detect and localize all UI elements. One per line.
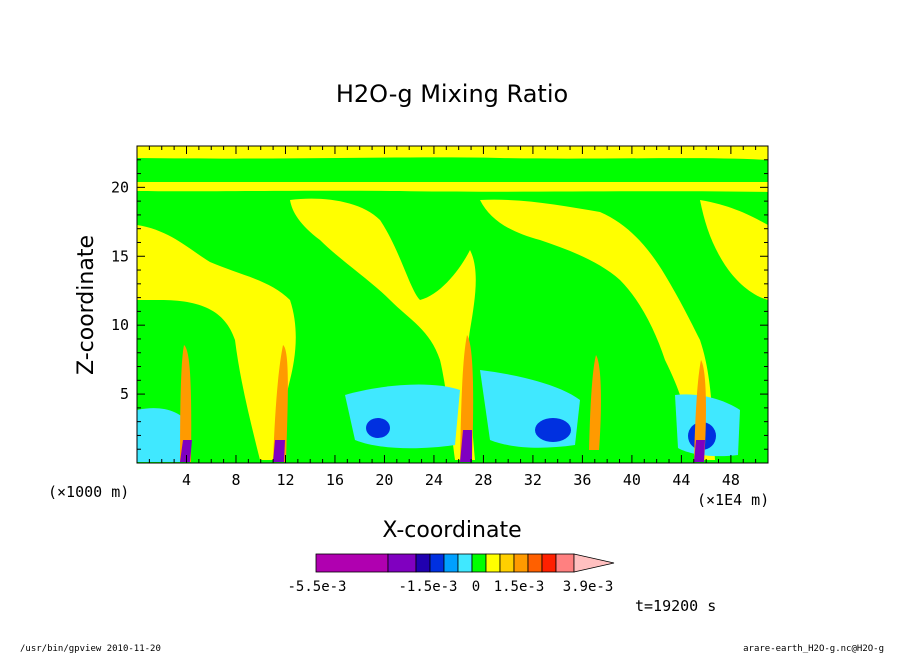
- colorbar-swatch: [315, 553, 389, 573]
- x-axis-label: X-coordinate: [382, 518, 521, 543]
- field-cyan-low-a: [345, 384, 460, 449]
- y-tick-label: 20: [111, 178, 129, 196]
- colorbar-swatch: [527, 553, 543, 573]
- x-tick-label: 20: [375, 471, 393, 489]
- field-purple-2: [273, 440, 285, 462]
- colorbar-swatch: [471, 553, 487, 573]
- x-tick-label: 16: [326, 471, 344, 489]
- x-tick-label: 24: [425, 471, 443, 489]
- y-tick-label: 15: [111, 247, 129, 265]
- x-tick-label: 8: [231, 471, 240, 489]
- field-left-plume: [137, 225, 296, 460]
- x-tick-label: 4: [182, 471, 191, 489]
- field-purple-3: [460, 430, 472, 462]
- plot-frame: [136, 145, 769, 464]
- y-axis: 5 10 15 20: [111, 159, 768, 450]
- field-top-band: [137, 146, 768, 160]
- colorbar-labels: -5.5e-3 -1.5e-3 0 1.5e-3 3.9e-3: [287, 579, 613, 595]
- colorbar-label: -1.5e-3: [398, 579, 457, 595]
- field-edge-plume: [700, 200, 768, 300]
- contour-field: [137, 146, 768, 463]
- field-right-plume: [480, 199, 715, 460]
- chart-title: H2O-g Mixing Ratio: [336, 80, 568, 108]
- colorbar-swatch: [387, 553, 417, 573]
- x-unit-left: (×1000 m): [48, 483, 129, 501]
- field-center-plume: [290, 198, 476, 460]
- colorbar-arrow: [573, 553, 615, 573]
- y-tick-label: 5: [120, 385, 129, 403]
- x-tick-label: 36: [573, 471, 591, 489]
- colorbar-swatch: [513, 553, 529, 573]
- footer-right: arare-earth_H2O-g.nc@H2O-g: [743, 644, 884, 654]
- field-purple-4: [694, 440, 705, 462]
- colorbar-swatch: [443, 553, 459, 573]
- field-cyan-left: [137, 408, 190, 462]
- x-tick-label: 28: [474, 471, 492, 489]
- x-tick-label: 12: [276, 471, 294, 489]
- colorbar-swatch: [457, 553, 473, 573]
- field-orange-core-5: [694, 360, 706, 462]
- field-orange-core-4: [589, 355, 601, 450]
- colorbar: [315, 553, 615, 573]
- field-orange-core-2: [273, 345, 288, 462]
- colorbar-swatch: [499, 553, 515, 573]
- field-blue-core-b: [535, 418, 571, 442]
- x-tick-label: 32: [524, 471, 542, 489]
- colorbar-swatch: [429, 553, 445, 573]
- time-label: t=19200 s: [635, 597, 716, 615]
- colorbar-swatch: [485, 553, 501, 573]
- colorbar-label: 3.9e-3: [563, 579, 614, 595]
- field-upper-band: [137, 182, 768, 192]
- field-orange-core-1: [180, 345, 192, 462]
- colorbar-swatch: [415, 553, 431, 573]
- colorbar-swatch: [555, 553, 575, 573]
- x-axis: 4 8 12 16 20 24 28 32 36 40 44 48: [148, 146, 757, 489]
- colorbar-label: 0: [472, 579, 480, 595]
- colorbar-label: -5.5e-3: [287, 579, 346, 595]
- x-tick-label: 44: [672, 471, 690, 489]
- footer-left: /usr/bin/gpview 2010-11-20: [20, 644, 161, 654]
- x-unit-right: (×1E4 m): [697, 491, 769, 509]
- y-tick-label: 10: [111, 316, 129, 334]
- y-axis-label: Z-coordinate: [74, 235, 99, 375]
- colorbar-label: 1.5e-3: [494, 579, 545, 595]
- field-purple-1: [180, 440, 192, 462]
- x-tick-label: 40: [623, 471, 641, 489]
- colorbar-swatch: [541, 553, 557, 573]
- field-blue-core-a: [366, 418, 390, 438]
- x-tick-label: 48: [722, 471, 740, 489]
